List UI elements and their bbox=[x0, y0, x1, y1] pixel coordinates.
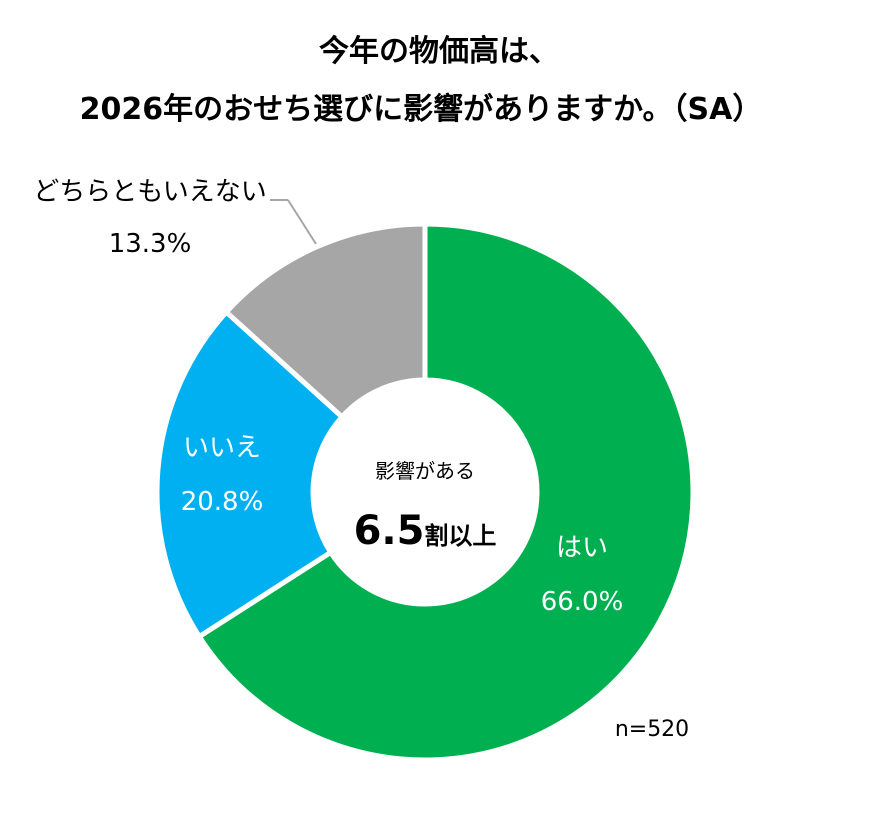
center-value: 6.5割以上 bbox=[354, 508, 497, 554]
center-caption: 影響がある bbox=[375, 459, 475, 483]
slice-value-no: 20.8% bbox=[181, 487, 264, 517]
chart-title-line-2: 2026年のおせち選びに影響がありますか。（SA） bbox=[79, 92, 763, 127]
slice-label-no: いいえ bbox=[183, 433, 261, 463]
slice-value-yes: 66.0% bbox=[541, 587, 624, 617]
slice-value-neutral: 13.3% bbox=[109, 229, 192, 259]
center-value-number: 6.5 bbox=[354, 508, 425, 554]
chart-title-line-1: 今年の物価高は、 bbox=[319, 34, 559, 69]
slice-no bbox=[154, 308, 346, 640]
slice-label-yes: はい bbox=[556, 533, 608, 563]
sample-size: n=520 bbox=[615, 717, 689, 742]
slice-neutral bbox=[222, 221, 428, 421]
slice-label-neutral: どちらともいえない bbox=[33, 177, 266, 207]
slice-yes bbox=[195, 221, 696, 763]
leader-line bbox=[287, 199, 317, 245]
center-value-suffix: 割以上 bbox=[424, 522, 496, 550]
